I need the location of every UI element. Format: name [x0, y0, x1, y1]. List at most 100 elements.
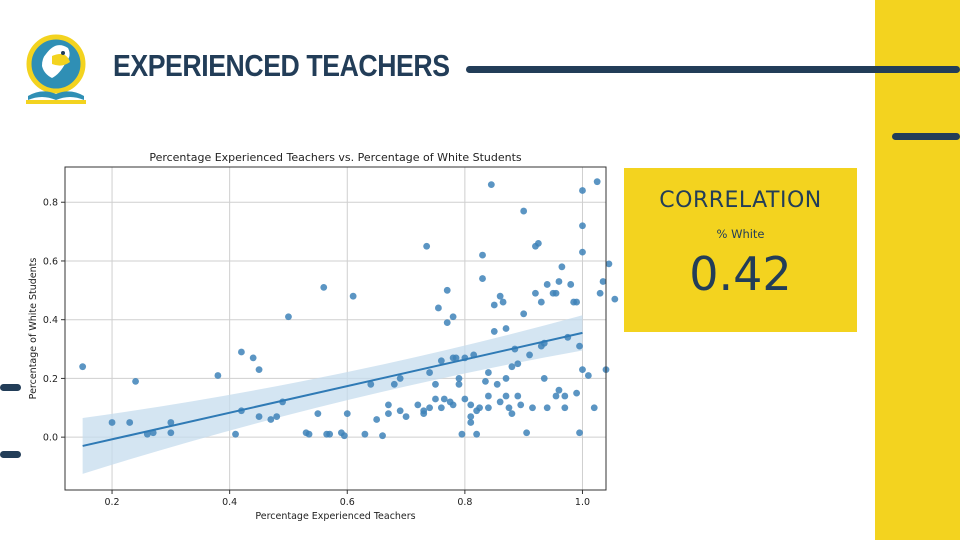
- data-point: [584, 372, 592, 379]
- data-point: [490, 328, 498, 335]
- chart-title: Percentage Experienced Teachers vs. Perc…: [149, 151, 522, 164]
- data-point: [579, 248, 586, 256]
- data-point: [132, 377, 139, 385]
- data-point: [432, 395, 439, 403]
- data-point: [534, 239, 542, 247]
- page-title: EXPERIENCED TEACHERS: [113, 48, 450, 83]
- data-point: [455, 375, 463, 382]
- data-point: [502, 325, 510, 332]
- data-point: [385, 401, 392, 409]
- x-axis-label: Percentage Experienced Teachers: [255, 511, 415, 522]
- data-point: [543, 404, 551, 412]
- data-point: [499, 298, 507, 306]
- data-point: [502, 392, 510, 400]
- data-point: [543, 281, 551, 288]
- data-point: [537, 298, 545, 306]
- data-point: [467, 419, 475, 426]
- data-point: [490, 301, 498, 309]
- data-point: [461, 395, 469, 403]
- x-tick-label: 1.0: [575, 497, 590, 508]
- y-tick-label: 0.6: [43, 256, 58, 267]
- data-point: [255, 413, 263, 420]
- x-tick-label: 0.2: [104, 497, 119, 508]
- y-axis-label: Percentage of White Students: [28, 258, 39, 400]
- data-point: [484, 392, 492, 400]
- data-point: [482, 377, 489, 385]
- data-point: [167, 429, 175, 437]
- x-tick-label: 0.4: [222, 497, 237, 508]
- data-point: [593, 178, 601, 186]
- data-point: [326, 430, 334, 438]
- left-accent-line-bottom: [0, 451, 21, 458]
- data-point: [305, 430, 313, 438]
- data-point: [473, 430, 481, 438]
- data-point: [479, 275, 486, 282]
- data-point: [349, 292, 357, 300]
- data-point: [520, 310, 528, 318]
- data-point: [579, 366, 586, 374]
- data-point: [523, 429, 531, 437]
- data-point: [599, 278, 607, 285]
- data-point: [505, 404, 513, 412]
- data-point: [579, 187, 586, 194]
- bird-on-book-icon: [26, 34, 86, 104]
- y-tick-label: 0.0: [43, 433, 58, 444]
- data-point: [455, 380, 463, 388]
- data-point: [484, 369, 492, 376]
- y-tick-label: 0.8: [43, 198, 58, 209]
- data-point: [532, 289, 539, 297]
- data-point: [514, 360, 522, 368]
- data-point: [435, 304, 442, 312]
- data-point: [273, 413, 281, 420]
- data-point: [573, 298, 580, 306]
- y-tick-label: 0.2: [43, 374, 58, 385]
- data-point: [567, 281, 575, 288]
- data-point: [520, 207, 528, 215]
- data-point: [449, 313, 457, 321]
- data-point: [396, 407, 404, 415]
- data-point: [605, 260, 613, 268]
- right-accent-bar: [875, 0, 960, 540]
- data-point: [484, 404, 492, 412]
- correlation-variable: % White: [716, 227, 765, 241]
- data-point: [487, 181, 495, 189]
- data-point: [467, 401, 475, 409]
- x-tick-label: 0.8: [457, 497, 472, 508]
- data-point: [437, 357, 445, 365]
- data-point: [390, 380, 398, 388]
- data-point: [479, 251, 486, 259]
- data-point: [385, 410, 392, 418]
- data-point: [458, 430, 466, 438]
- data-point: [467, 413, 475, 420]
- data-point: [440, 395, 448, 403]
- data-point: [452, 354, 460, 362]
- data-point: [508, 410, 516, 418]
- data-point: [590, 404, 598, 412]
- data-point: [423, 242, 431, 250]
- data-point: [396, 375, 404, 382]
- correlation-label: CORRELATION: [659, 188, 822, 213]
- data-point: [379, 432, 386, 440]
- data-point: [238, 348, 245, 356]
- correlation-card: CORRELATION % White 0.42: [624, 168, 857, 332]
- regression-line: [82, 331, 583, 447]
- data-point: [476, 404, 483, 412]
- data-point: [367, 380, 375, 388]
- data-point: [343, 410, 351, 418]
- data-point: [285, 313, 292, 321]
- data-point: [517, 401, 525, 409]
- data-point: [320, 283, 328, 291]
- data-point: [426, 404, 433, 412]
- data-point: [214, 372, 222, 379]
- data-point: [402, 413, 410, 420]
- header-divider-line: [466, 66, 960, 73]
- data-point: [576, 342, 583, 350]
- data-point: [526, 351, 533, 359]
- data-point: [552, 392, 560, 400]
- x-tick-label: 0.6: [340, 497, 355, 508]
- data-point: [79, 363, 87, 371]
- right-accent-line: [892, 133, 960, 140]
- data-point: [529, 404, 536, 412]
- data-point: [579, 222, 586, 230]
- data-point: [361, 430, 369, 438]
